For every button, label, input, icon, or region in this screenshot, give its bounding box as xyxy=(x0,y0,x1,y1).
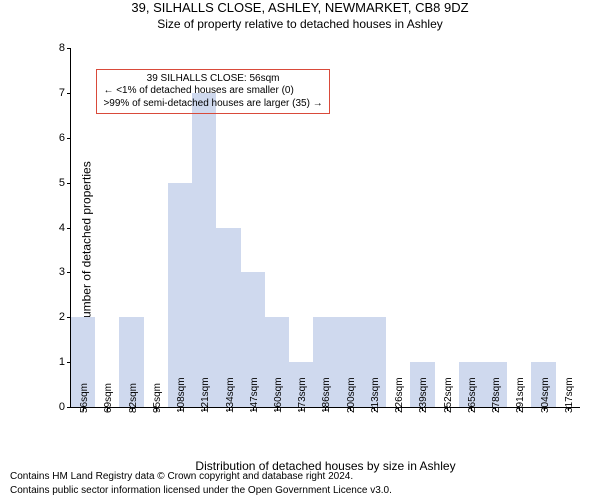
x-tick: 56sqm xyxy=(79,383,90,413)
x-tick: 69sqm xyxy=(103,383,114,413)
y-tick: 7 xyxy=(59,87,71,99)
y-tick: 0 xyxy=(59,401,71,413)
bar-slot: 304sqm xyxy=(531,48,555,407)
x-tick: 252sqm xyxy=(443,377,454,413)
x-tick: 82sqm xyxy=(128,383,139,413)
plot-region: 56sqm69sqm82sqm95sqm108sqm121sqm134sqm14… xyxy=(70,48,580,408)
bar xyxy=(192,93,216,407)
bar xyxy=(168,183,192,407)
annotation-line: 39 SILHALLS CLOSE: 56sqm xyxy=(103,73,322,86)
bar-slot: 56sqm xyxy=(71,48,95,407)
y-tick: 5 xyxy=(59,177,71,189)
x-tick: 121sqm xyxy=(200,377,211,413)
y-tick: 3 xyxy=(59,266,71,278)
bar-slot: 317sqm xyxy=(556,48,580,407)
x-tick: 200sqm xyxy=(346,377,357,413)
x-tick: 265sqm xyxy=(467,377,478,413)
x-tick: 304sqm xyxy=(540,377,551,413)
x-tick: 147sqm xyxy=(249,377,260,413)
chart-area: Number of detached properties 56sqm69sqm… xyxy=(50,48,580,440)
chart-title: 39, SILHALLS CLOSE, ASHLEY, NEWMARKET, C… xyxy=(0,0,600,15)
bar-slot: 239sqm xyxy=(410,48,434,407)
bar-slot: 265sqm xyxy=(459,48,483,407)
x-tick: 213sqm xyxy=(370,377,381,413)
y-tick: 6 xyxy=(59,132,71,144)
y-tick: 1 xyxy=(59,356,71,368)
x-tick: 291sqm xyxy=(515,377,526,413)
bar-slot: 226sqm xyxy=(386,48,410,407)
footer-licence: Contains public sector information licen… xyxy=(10,485,392,496)
bar-slot: 200sqm xyxy=(338,48,362,407)
bar-slot: 291sqm xyxy=(507,48,531,407)
x-tick: 239sqm xyxy=(418,377,429,413)
x-tick: 160sqm xyxy=(273,377,284,413)
bar-slot: 213sqm xyxy=(362,48,386,407)
annotation-line: >99% of semi-detached houses are larger … xyxy=(103,98,322,111)
footer-copyright: Contains HM Land Registry data © Crown c… xyxy=(10,471,353,482)
y-tick: 2 xyxy=(59,311,71,323)
annotation-box: 39 SILHALLS CLOSE: 56sqm← <1% of detache… xyxy=(96,69,329,115)
x-tick: 226sqm xyxy=(394,377,405,413)
x-tick: 317sqm xyxy=(564,377,575,413)
x-tick: 134sqm xyxy=(225,377,236,413)
y-tick: 8 xyxy=(59,42,71,54)
x-tick: 278sqm xyxy=(491,377,502,413)
x-tick: 95sqm xyxy=(152,383,163,413)
y-tick: 4 xyxy=(59,222,71,234)
x-tick: 108sqm xyxy=(176,377,187,413)
x-tick: 173sqm xyxy=(297,377,308,413)
bar-slot: 278sqm xyxy=(483,48,507,407)
x-tick: 186sqm xyxy=(321,377,332,413)
bar-slot: 252sqm xyxy=(435,48,459,407)
chart-subtitle: Size of property relative to detached ho… xyxy=(0,17,600,31)
annotation-line: ← <1% of detached houses are smaller (0) xyxy=(103,85,322,98)
